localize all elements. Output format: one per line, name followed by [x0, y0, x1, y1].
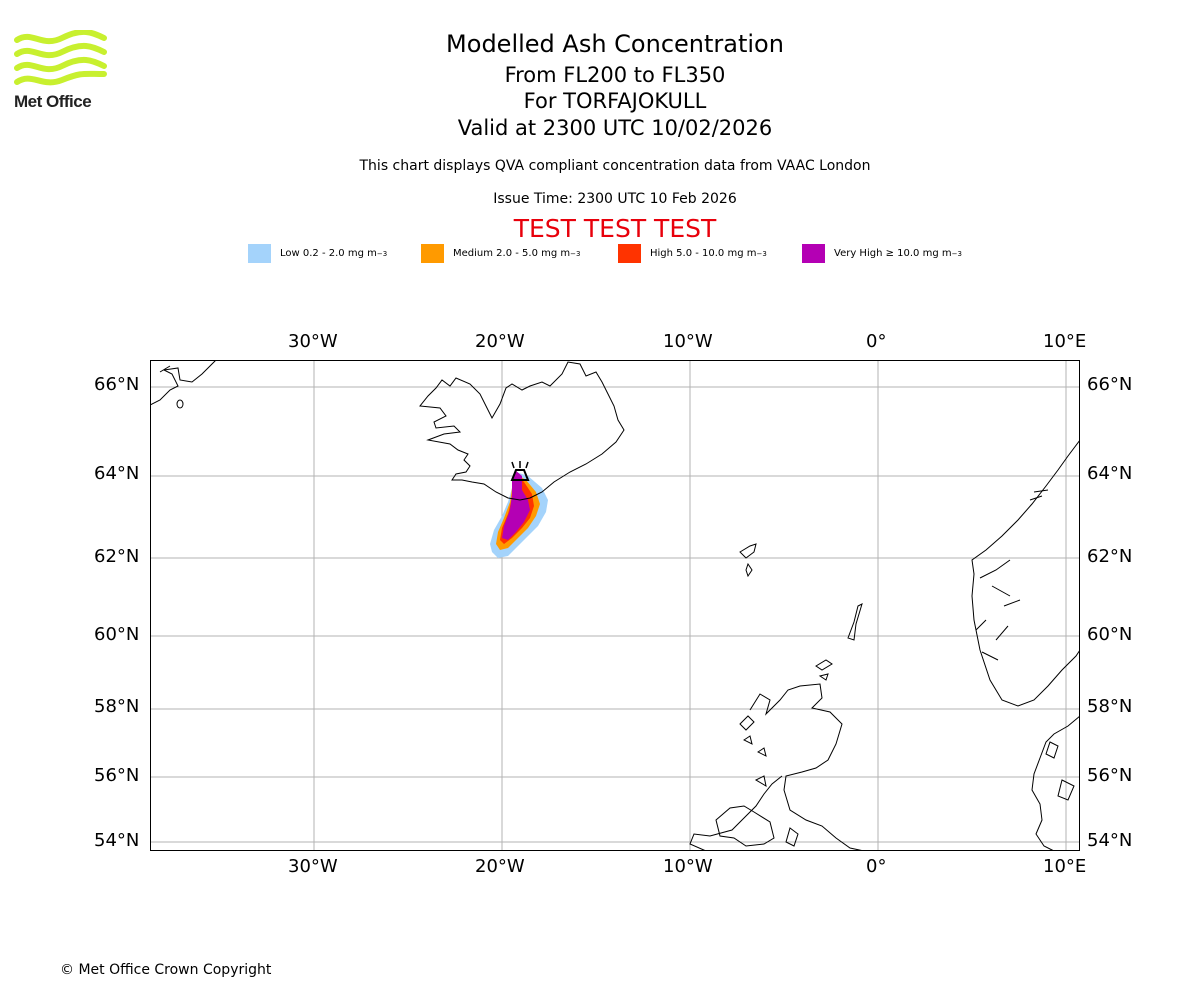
- coast-ireland: [715, 805, 799, 847]
- legend-unit-medium: −3: [570, 249, 581, 258]
- map-frame: [150, 360, 1080, 851]
- legend-unit-high: −3: [756, 249, 767, 258]
- coast-shetland: [847, 603, 863, 641]
- lon-label-bottom-0: 0°: [866, 856, 887, 877]
- lon-label-bottom-10w: 10°W: [663, 856, 713, 877]
- legend-label-very-high: Very High ≥ 10.0 mg m: [834, 248, 952, 259]
- lon-label-top-10e: 10°E: [1043, 331, 1087, 352]
- legend-item-very-high: Very High ≥ 10.0 mg m −3: [802, 244, 962, 263]
- ash-plume: [490, 470, 548, 558]
- logo-text: Met Office: [14, 92, 92, 111]
- coast-denmark-islands: [1045, 741, 1075, 801]
- lat-label-right-58n: 58°N: [1087, 696, 1133, 717]
- legend-item-high: High 5.0 - 10.0 mg m −3: [618, 244, 767, 263]
- flight-level-range: From FL200 to FL350: [504, 63, 726, 87]
- volcano-name: For TORFAJOKULL: [523, 89, 707, 113]
- coastlines: [150, 360, 1080, 851]
- lat-label-right-64n: 64°N: [1087, 463, 1133, 484]
- coast-orkney: [815, 659, 833, 681]
- coast-greenland-islet: [176, 399, 184, 409]
- qva-disclaimer: This chart displays QVA compliant concen…: [359, 158, 871, 174]
- legend-unit-low: −3: [376, 249, 388, 258]
- lat-label-right-56n: 56°N: [1087, 765, 1133, 786]
- lat-label-left-62n: 62°N: [94, 546, 140, 567]
- legend-label-medium: Medium 2.0 - 5.0 mg m: [453, 248, 571, 259]
- lon-label-top-10w: 10°W: [663, 331, 713, 352]
- legend-label-low: Low 0.2 - 2.0 mg m: [280, 248, 377, 259]
- ash-zone-very-high: [502, 470, 530, 540]
- valid-time: Valid at 2300 UTC 10/02/2026: [457, 116, 773, 140]
- lat-label-left-54n: 54°N: [94, 830, 140, 851]
- legend-item-medium: Medium 2.0 - 5.0 mg m −3: [421, 244, 580, 263]
- legend-swatch-medium: [421, 244, 444, 263]
- coast-norway: [971, 439, 1080, 707]
- lon-label-top-0: 0°: [866, 331, 887, 352]
- legend-label-high: High 5.0 - 10.0 mg m: [650, 248, 757, 259]
- coast-denmark: [1031, 715, 1080, 851]
- lat-label-left-60n: 60°N: [94, 624, 140, 645]
- coast-hebrides: [739, 715, 767, 788]
- coast-norway-fjords: [975, 489, 1049, 661]
- test-banner: TEST TEST TEST: [513, 214, 717, 243]
- copyright-notice: © Met Office Crown Copyright: [60, 962, 272, 978]
- lon-label-bottom-10e: 10°E: [1043, 856, 1087, 877]
- legend-swatch-low: [248, 244, 271, 263]
- lat-label-left-56n: 56°N: [94, 765, 140, 786]
- coast-greenland: [150, 360, 217, 406]
- lon-label-top-30w: 30°W: [288, 331, 338, 352]
- volcano-marker: [510, 461, 530, 481]
- lon-label-bottom-30w: 30°W: [288, 856, 338, 877]
- lat-label-right-60n: 60°N: [1087, 624, 1133, 645]
- lat-label-left-66n: 66°N: [94, 374, 140, 395]
- met-office-waves-icon: [14, 29, 107, 86]
- chart-title: Modelled Ash Concentration: [446, 30, 784, 58]
- legend-item-low: Low 0.2 - 2.0 mg m −3: [248, 244, 387, 263]
- lon-label-bottom-20w: 20°W: [475, 856, 525, 877]
- lon-label-top-20w: 20°W: [475, 331, 525, 352]
- coast-scotland: [689, 683, 865, 851]
- legend-swatch-very-high: [802, 244, 825, 263]
- met-office-logo: Met Office: [14, 29, 110, 114]
- legend-swatch-high: [618, 244, 641, 263]
- graticule: [150, 360, 1080, 851]
- legend-unit-very-high: −3: [951, 249, 962, 258]
- volcano-icon: [510, 469, 530, 481]
- lat-label-left-64n: 64°N: [94, 463, 140, 484]
- lat-label-left-58n: 58°N: [94, 696, 140, 717]
- coast-faroe: [739, 543, 757, 578]
- coast-iceland: [419, 361, 625, 501]
- issue-time: Issue Time: 2300 UTC 10 Feb 2026: [493, 191, 737, 207]
- lat-label-right-62n: 62°N: [1087, 546, 1133, 567]
- lat-label-right-54n: 54°N: [1087, 830, 1133, 851]
- ash-map[interactable]: [150, 360, 1080, 851]
- lat-label-right-66n: 66°N: [1087, 374, 1133, 395]
